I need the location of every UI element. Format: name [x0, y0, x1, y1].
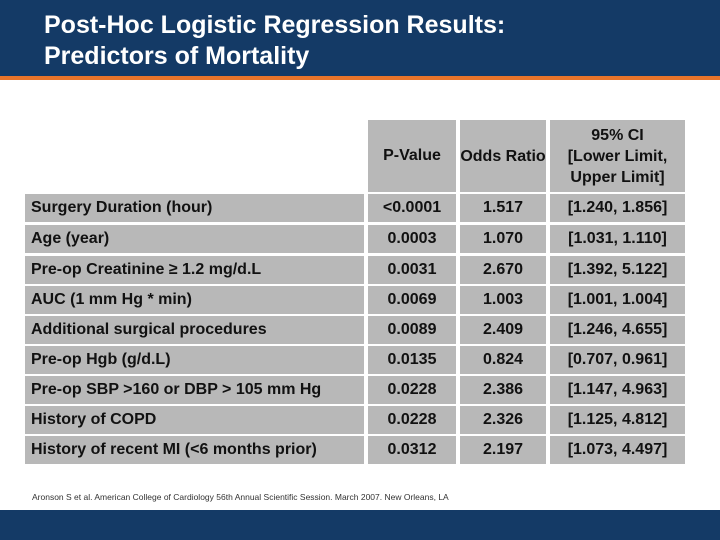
- p-value-cell: 0.0003: [387, 230, 437, 247]
- odds-ratio-cell: 2.386: [482, 381, 524, 398]
- odds-ratio-cell: 1.003: [482, 291, 524, 308]
- ci-cell: [0.707, 0.961]: [567, 351, 668, 368]
- table-row: History of recent MI (<6 months prior) 0.…: [25, 436, 685, 464]
- header-ci-line1: 95% CI: [591, 126, 644, 144]
- odds-ratio-cell: 2.670: [482, 261, 524, 278]
- table-row: Pre-op Creatinine ≥ 1.2 mg/d.L 0.0031 2.67…: [25, 256, 685, 284]
- header-ci-line3: Upper Limit]: [570, 168, 665, 186]
- header-ci: 95% CI [Lower Limit, Upper Limit]: [550, 120, 685, 192]
- source-citation: Aronson S et al. American College of Car…: [32, 492, 449, 502]
- p-value-cell: 0.0312: [387, 441, 437, 458]
- ci-cell: [1.031, 1.110]: [568, 230, 667, 247]
- table-row: History of COPD 0.0228 2.326 [1.125, 4.812]: [25, 406, 685, 434]
- table-row: Pre-op SBP >160 or DBP > 105 mm Hg 0.0228…: [25, 376, 685, 404]
- odds-ratio-cell: 2.197: [482, 441, 524, 458]
- odds-ratio-cell: 1.070: [482, 230, 524, 247]
- row-label: History of COPD: [31, 411, 157, 428]
- p-value-cell: 0.0135: [387, 351, 437, 368]
- header-ci-line2: [Lower Limit,: [567, 147, 668, 165]
- row-label: History of recent MI (<6 months prior): [31, 441, 317, 458]
- odds-ratio-cell: 2.409: [482, 321, 524, 338]
- odds-ratio-cell: 2.326: [482, 411, 524, 428]
- row-label: AUC (1 mm Hg * min): [31, 291, 192, 308]
- p-value-cell: 0.0089: [387, 321, 437, 338]
- ci-cell: [1.125, 4.812]: [567, 411, 668, 428]
- odds-ratio-cell: 0.824: [482, 351, 524, 368]
- header-odds-ratio: Odds Ratio: [460, 120, 546, 192]
- ci-cell: [1.001, 1.004]: [567, 291, 668, 308]
- p-value-cell: <0.0001: [382, 199, 442, 216]
- title-bar: [0, 0, 720, 76]
- p-value-cell: 0.0031: [387, 261, 437, 278]
- table-row: Surgery Duration (hour) <0.0001 1.517 [1.24…: [25, 194, 685, 222]
- odds-ratio-cell: 1.517: [482, 199, 524, 216]
- row-label: Surgery Duration (hour): [31, 199, 213, 216]
- p-value-cell: 0.0069: [387, 291, 437, 308]
- table-row: Additional surgical procedures 0.0089 2.40…: [25, 316, 685, 344]
- ci-cell: [1.147, 4.963]: [567, 381, 668, 398]
- row-label: Pre-op Hgb (g/d.L): [31, 351, 171, 368]
- row-label: Pre-op Creatinine ≥ 1.2 mg/d.L: [31, 261, 262, 278]
- table-row: AUC (1 mm Hg * min) 0.0069 1.003 [1.001, 1.…: [25, 286, 685, 314]
- table-row: Pre-op Hgb (g/d.L) 0.0135 0.824 [0.707, 0.9…: [25, 346, 685, 374]
- p-value-cell: 0.0228: [387, 411, 437, 428]
- ci-cell: [1.246, 4.655]: [567, 321, 668, 338]
- ci-cell: [1.073, 4.497]: [567, 441, 668, 458]
- table-row: Age (year) 0.0003 1.070 [1.031, 1.110]: [25, 225, 685, 253]
- ci-cell: [1.392, 5.122]: [567, 261, 668, 278]
- row-label: Age (year): [31, 230, 110, 247]
- column-divider: [456, 120, 460, 465]
- row-label: Pre-op SBP >160 or DBP > 105 mm Hg: [31, 381, 322, 398]
- row-label: Additional surgical procedures: [31, 321, 267, 338]
- ci-cell: [1.240, 1.856]: [567, 199, 668, 216]
- column-divider: [546, 120, 550, 465]
- title-accent-line: [0, 76, 720, 80]
- slide-title: Post-Hoc Logistic Regression Results: Pr…: [44, 11, 506, 70]
- column-divider: [364, 120, 368, 465]
- p-value-cell: 0.0228: [387, 381, 437, 398]
- footer-bar: [0, 510, 720, 540]
- header-p-value: P-Value: [368, 120, 456, 192]
